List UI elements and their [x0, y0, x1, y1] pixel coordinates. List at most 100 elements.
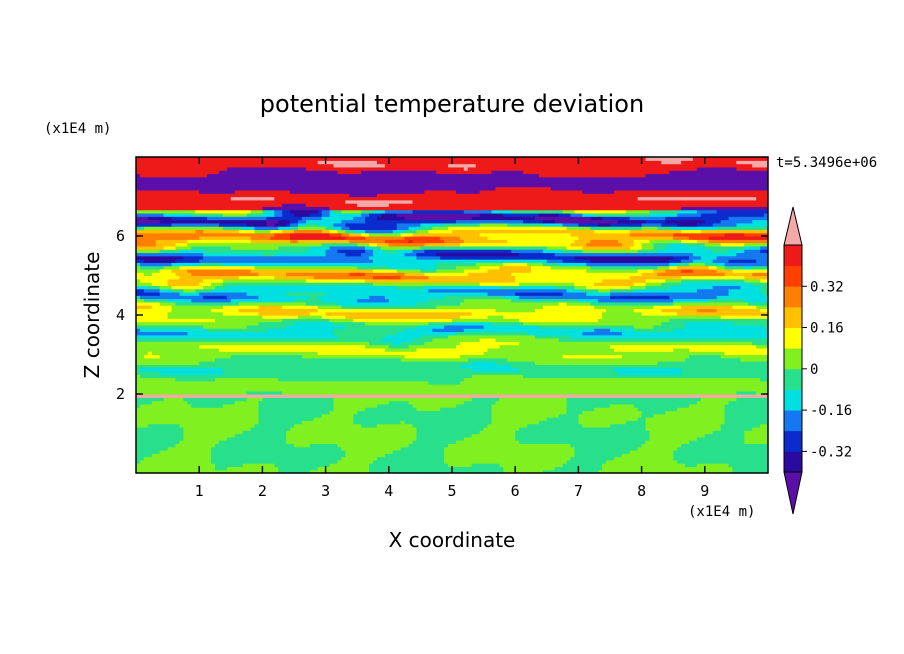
contour-cell — [519, 295, 611, 300]
contour-cell — [732, 305, 757, 310]
contour-cell — [136, 219, 161, 224]
contour-cell — [230, 245, 279, 250]
contour-cell — [692, 252, 737, 257]
contour-cell — [681, 370, 768, 375]
contour-cell — [321, 212, 331, 217]
contour-cell — [136, 397, 165, 402]
contour-cell — [716, 226, 768, 231]
contour-cell — [329, 232, 342, 237]
contour-cell — [349, 239, 386, 244]
contour-cell — [305, 203, 358, 207]
contour-cell — [353, 413, 493, 418]
contour-cell — [294, 443, 311, 448]
contour-cell — [286, 436, 418, 441]
contour-cell — [519, 426, 647, 431]
contour-cell — [341, 219, 366, 224]
contour-cell — [503, 466, 556, 471]
contour-cell — [542, 262, 560, 267]
contour-cell — [696, 308, 718, 313]
contour-cell — [203, 229, 240, 234]
contour-cell — [708, 236, 768, 240]
contour-cell — [143, 298, 169, 303]
contour-cell — [262, 209, 267, 214]
contour-cell — [756, 390, 768, 395]
contour-cell — [582, 288, 599, 293]
contour-cell — [558, 262, 587, 267]
contour-cell — [226, 436, 287, 441]
contour-cell — [554, 219, 619, 224]
x-tick-label: 1 — [195, 482, 204, 500]
contour-cell — [440, 236, 461, 240]
contour-cell — [136, 453, 153, 458]
contour-cell — [669, 262, 678, 267]
contour-cell — [341, 209, 362, 214]
contour-cell — [487, 315, 504, 319]
contour-cell — [290, 222, 299, 227]
contour-cell — [136, 203, 283, 207]
contour-cell — [416, 255, 441, 260]
contour-cell — [246, 291, 287, 296]
contour-cell — [760, 285, 768, 290]
contour-cell — [266, 216, 303, 221]
contour-cell — [369, 295, 386, 300]
contour-cell — [463, 239, 508, 244]
contour-cell — [203, 249, 307, 254]
contour-cell — [278, 245, 311, 250]
contour-cell — [503, 262, 528, 267]
contour-cell — [629, 275, 682, 280]
contour-cell — [499, 265, 532, 270]
contour-cell — [171, 285, 204, 290]
contour-cell — [136, 430, 184, 435]
contour-cell — [432, 328, 465, 333]
contour-cell — [388, 265, 437, 270]
contour-cell — [179, 265, 256, 270]
contour-cell — [139, 265, 165, 270]
contour-cell — [341, 226, 350, 231]
contour-cell — [448, 334, 536, 339]
contour-cell — [163, 245, 177, 250]
contour-cell — [242, 226, 256, 231]
contour-cell — [629, 449, 674, 454]
contour-cell — [641, 311, 678, 316]
contour-cell — [487, 347, 615, 352]
contour-cell — [337, 334, 386, 339]
contour-cell — [136, 193, 350, 198]
contour-cell — [459, 315, 489, 319]
contour-cell — [183, 426, 252, 431]
contour-cell — [297, 315, 323, 319]
contour-cell — [290, 209, 319, 214]
contour-cell — [677, 459, 768, 464]
contour-cell — [574, 285, 587, 290]
contour-cell — [459, 364, 512, 369]
contour-cell — [673, 456, 768, 461]
contour-cell — [760, 423, 768, 428]
contour-cell — [290, 219, 299, 224]
contour-cell — [538, 212, 560, 217]
contour-cell — [720, 315, 768, 319]
contour-cell — [716, 209, 768, 214]
contour-cell — [187, 400, 236, 405]
contour-cell — [143, 354, 161, 359]
contour-cell — [523, 219, 544, 224]
contour-cell — [633, 239, 651, 244]
contour-cell — [428, 321, 453, 326]
contour-cell — [728, 216, 768, 221]
contour-cell — [333, 397, 473, 402]
contour-cell — [388, 298, 429, 303]
contour-cell — [689, 262, 706, 267]
contour-cell — [167, 315, 263, 319]
contour-cell — [574, 209, 627, 214]
contour-cell — [681, 259, 694, 263]
contour-cell — [136, 324, 204, 329]
contour-cell — [554, 285, 576, 290]
contour-cell — [136, 212, 165, 217]
contour-cell — [373, 252, 406, 257]
contour-cell — [455, 331, 528, 336]
contour-cell — [720, 242, 745, 247]
contour-cell — [136, 390, 248, 395]
contour-cell — [136, 183, 768, 188]
contour-cell — [321, 315, 346, 319]
contour-cell — [369, 242, 378, 247]
contour-cell — [665, 216, 730, 221]
contour-cell — [665, 278, 682, 283]
